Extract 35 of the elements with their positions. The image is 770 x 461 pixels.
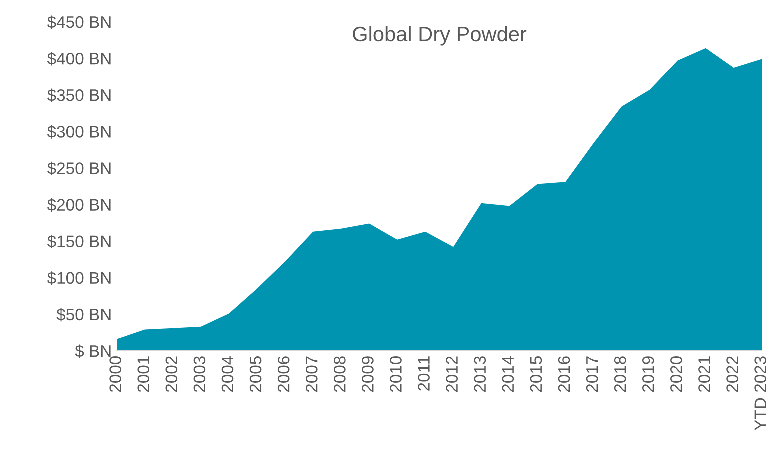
- y-tick-label: $50 BN: [56, 308, 111, 322]
- x-tick-label: 2006: [278, 356, 290, 392]
- x-tick-label: 2009: [362, 356, 374, 392]
- x-tick-label: 2018: [614, 356, 626, 392]
- x-tick-label: YTD 2023: [754, 356, 766, 431]
- y-tick-label: $400 BN: [47, 52, 111, 66]
- y-tick-label: $350 BN: [47, 88, 111, 102]
- x-tick-label: 2000: [110, 356, 122, 392]
- x-tick-label: 2010: [390, 356, 402, 392]
- x-tick-label: 2005: [250, 356, 262, 392]
- y-tick-label: $100 BN: [47, 272, 111, 286]
- x-tick-label: 2017: [586, 356, 598, 392]
- y-tick-label: $150 BN: [47, 235, 111, 249]
- x-tick-label: 2008: [334, 356, 346, 392]
- x-tick-label: 2019: [642, 356, 654, 392]
- x-tick-label: 2015: [530, 356, 542, 392]
- x-tick-label: 2014: [502, 356, 514, 392]
- x-tick-label: 2021: [698, 356, 710, 392]
- x-tick-label: 2012: [446, 356, 458, 392]
- x-tick-label: 2022: [726, 356, 738, 392]
- x-tick-label: 2003: [194, 356, 206, 392]
- x-tick-label: 2002: [166, 356, 178, 392]
- y-tick-label: $450 BN: [47, 16, 111, 30]
- x-tick-label: 2004: [222, 356, 234, 392]
- x-tick-label: 2013: [474, 356, 486, 392]
- chart-title: Global Dry Powder: [353, 26, 527, 46]
- x-tick-label: 2011: [418, 356, 430, 391]
- x-tick-label: 2007: [306, 356, 318, 392]
- x-tick-label: 2016: [558, 356, 570, 392]
- y-tick-label: $200 BN: [47, 198, 111, 212]
- y-tick-label: $ BN: [75, 344, 111, 358]
- x-tick-label: 2001: [138, 356, 150, 392]
- x-tick-label: 2020: [670, 356, 682, 392]
- y-tick-label: $300 BN: [47, 125, 111, 139]
- y-tick-label: $250 BN: [47, 162, 111, 176]
